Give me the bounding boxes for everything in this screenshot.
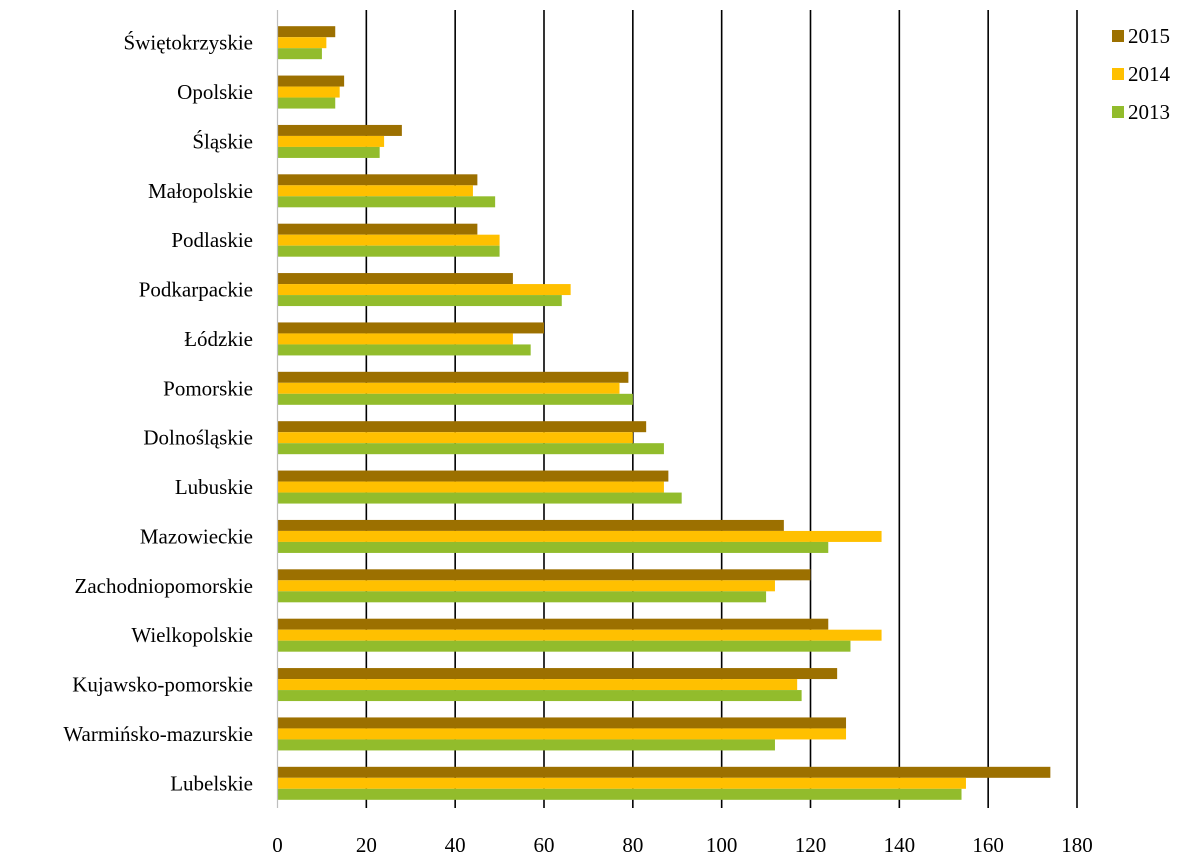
bar-2014 bbox=[277, 728, 847, 740]
bar-2015 bbox=[277, 26, 336, 38]
legend-swatch-2014 bbox=[1112, 68, 1124, 80]
bar-2015 bbox=[277, 124, 402, 136]
category-label: Mazowieckie bbox=[140, 524, 253, 548]
bar-2013 bbox=[277, 146, 380, 158]
bar-2015 bbox=[277, 322, 544, 334]
legend-swatch-2015 bbox=[1112, 30, 1124, 42]
category-label: Małopolskie bbox=[148, 179, 253, 203]
bar-2015 bbox=[277, 717, 847, 729]
bar-2013 bbox=[277, 739, 775, 751]
category-labels: Świętokrzyskie Opolskie Śląskie Małopolskie… bbox=[63, 31, 253, 796]
bar-2015 bbox=[277, 273, 513, 285]
bar-2013 bbox=[277, 591, 767, 603]
bar-2015 bbox=[277, 519, 784, 531]
bar-2013 bbox=[277, 196, 496, 208]
bar-2014 bbox=[277, 432, 633, 444]
category-label: Warmińsko-mazurskie bbox=[63, 722, 253, 746]
bar-2015 bbox=[277, 668, 838, 680]
bar-2015 bbox=[277, 569, 811, 581]
x-tick-label: 80 bbox=[622, 833, 643, 857]
category-label: Wielkopolskie bbox=[131, 623, 253, 647]
bar-2013 bbox=[277, 443, 664, 455]
x-tick-label: 20 bbox=[356, 833, 377, 857]
category-label: Łódzkie bbox=[184, 327, 253, 351]
bar-2014 bbox=[277, 86, 340, 98]
x-tick-label: 40 bbox=[445, 833, 466, 857]
bar-2014 bbox=[277, 530, 882, 542]
category-label: Lubuskie bbox=[175, 475, 253, 499]
bar-2015 bbox=[277, 174, 478, 186]
bar-2014 bbox=[277, 629, 882, 641]
bar-2014 bbox=[277, 382, 620, 394]
x-tick-labels: 0 20 40 60 80 100 120 140 160 180 bbox=[272, 833, 1093, 857]
bar-2014 bbox=[277, 481, 664, 493]
bar-2013 bbox=[277, 97, 336, 109]
bar-2014 bbox=[277, 777, 966, 789]
bar-2014 bbox=[277, 234, 500, 246]
x-tick-label: 160 bbox=[972, 833, 1004, 857]
category-label: Kujawsko-pomorskie bbox=[72, 673, 253, 697]
bar-2013 bbox=[277, 295, 562, 307]
bar-2013 bbox=[277, 492, 682, 504]
bar-2014 bbox=[277, 135, 385, 147]
bar-2014 bbox=[277, 580, 775, 592]
x-tick-label: 0 bbox=[272, 833, 283, 857]
bar-2014 bbox=[277, 37, 327, 49]
category-label: Lubelskie bbox=[170, 771, 253, 795]
legend-label: 2014 bbox=[1128, 62, 1171, 86]
category-label: Świętokrzyskie bbox=[124, 31, 253, 55]
category-label: Zachodniopomorskie bbox=[75, 574, 253, 598]
category-label: Podlaskie bbox=[171, 228, 253, 252]
bar-2014 bbox=[277, 333, 513, 345]
legend-label: 2015 bbox=[1128, 24, 1170, 48]
bar-2013 bbox=[277, 640, 851, 652]
x-tick-label: 140 bbox=[884, 833, 916, 857]
bars bbox=[277, 26, 1051, 800]
x-tick-label: 120 bbox=[795, 833, 827, 857]
category-label: Podkarpackie bbox=[139, 278, 253, 302]
category-label: Śląskie bbox=[192, 129, 253, 153]
category-label: Dolnośląskie bbox=[143, 426, 253, 450]
bar-2014 bbox=[277, 185, 473, 197]
bar-2014 bbox=[277, 679, 798, 691]
category-label: Opolskie bbox=[177, 80, 253, 104]
legend-swatch-2013 bbox=[1112, 106, 1124, 118]
bar-2014 bbox=[277, 284, 571, 296]
x-tick-label: 180 bbox=[1061, 833, 1093, 857]
bar-2015 bbox=[277, 75, 345, 87]
bar-2013 bbox=[277, 48, 322, 60]
legend-label: 2013 bbox=[1128, 100, 1170, 124]
bar-2013 bbox=[277, 541, 829, 553]
category-label: Pomorskie bbox=[163, 376, 253, 400]
bar-2013 bbox=[277, 245, 500, 257]
gridlines bbox=[365, 10, 1078, 808]
x-tick-label: 100 bbox=[706, 833, 738, 857]
bar-2015 bbox=[277, 223, 478, 235]
x-tick-label: 60 bbox=[534, 833, 555, 857]
bar-2015 bbox=[277, 766, 1051, 778]
bar-2013 bbox=[277, 788, 962, 800]
bar-2013 bbox=[277, 393, 633, 405]
bar-2015 bbox=[277, 421, 647, 433]
bar-2015 bbox=[277, 371, 629, 383]
bar-2015 bbox=[277, 470, 669, 482]
bar-2013 bbox=[277, 344, 531, 356]
legend: 2015 2014 2013 bbox=[1112, 24, 1171, 124]
bar-2013 bbox=[277, 690, 802, 702]
bar-2015 bbox=[277, 618, 829, 630]
